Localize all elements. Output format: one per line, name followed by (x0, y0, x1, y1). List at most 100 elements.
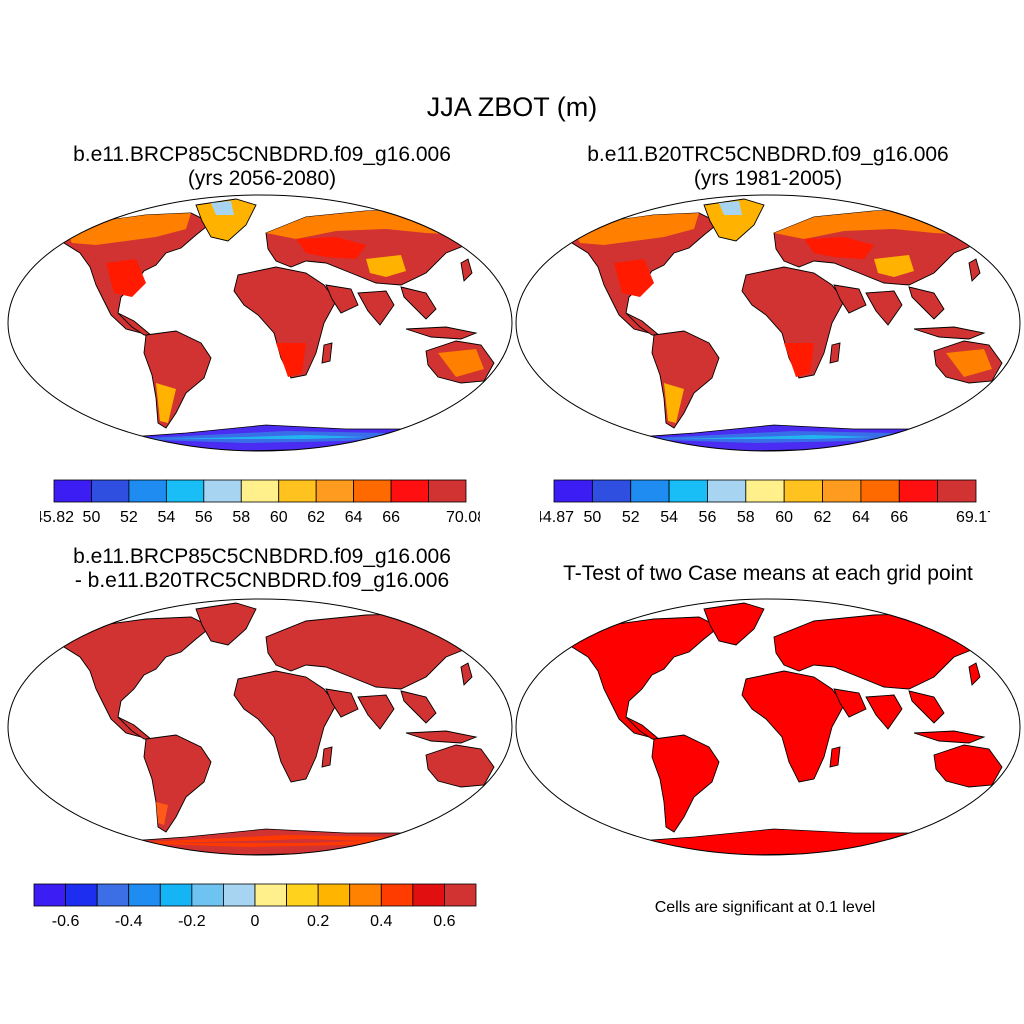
continent-indonesia (913, 326, 986, 340)
colorbar-swatch (591, 479, 632, 503)
colorbar-swatch (278, 479, 317, 503)
significance-note: Cells are significant at 0.1 level (654, 899, 876, 916)
panel-4-title: T-Test of two Case means at each grid po… (512, 562, 1024, 586)
colorbar-tick-label: 54 (157, 509, 175, 526)
colorbar-swatch (223, 883, 256, 907)
colorbar-swatch (390, 479, 429, 503)
colorbar-tick-label: 69.17 (956, 509, 990, 526)
continent-india (865, 290, 903, 326)
continent-japan (968, 258, 981, 282)
continent-india (865, 694, 903, 730)
colorbar-tick-label: -0.2 (178, 913, 206, 930)
accent-south-africa (784, 343, 814, 377)
colorbar-swatch (898, 479, 939, 503)
accent-australia (946, 349, 992, 377)
continent-indonesia (405, 326, 478, 340)
map-border (7, 194, 513, 452)
colorbar-tick-label: 64 (852, 509, 870, 526)
panel-4-title-line1: T-Test of two Case means at each grid po… (563, 562, 973, 585)
accent-andes (156, 383, 176, 423)
accent-andes (156, 802, 168, 825)
map-border (515, 598, 1021, 856)
panel-2-title-line2: (yrs 1981-2005) (693, 167, 843, 190)
map-panel-4 (515, 598, 1021, 856)
colorbar-swatch (315, 479, 355, 503)
colorbar-tick-label: 60 (775, 509, 793, 526)
continent-madagascar (829, 746, 841, 768)
continent-arabia (325, 688, 359, 718)
accent-north-america (614, 259, 654, 297)
continent-japan (460, 662, 473, 686)
continent-indonesia (913, 730, 986, 744)
panel-3-title-line1: b.e11.BRCP85C5CNBDRD.f09_g16.006 (73, 545, 451, 568)
colorbar-tick-label: 56 (195, 509, 213, 526)
panel-2-title: b.e11.B20TRC5CNBDRD.f09_g16.006 (yrs 198… (512, 143, 1024, 191)
colorbar-swatch (630, 479, 670, 503)
continent-indonesia (405, 730, 478, 744)
colorbar-tick-label: 0.6 (433, 913, 455, 930)
continent-greenland (703, 602, 765, 646)
colorbar-tick-label: -0.4 (115, 913, 143, 930)
colorbar-swatch (444, 883, 477, 907)
colorbar-tick-label: 66 (890, 509, 908, 526)
colorbar-tick-label: 62 (814, 509, 832, 526)
continent-africa (741, 266, 845, 379)
colorbar-swatch (240, 479, 280, 503)
accent-australia (438, 349, 484, 377)
continent-arabia (325, 284, 359, 314)
accent-tibet (874, 255, 914, 277)
antarctica-band-2 (674, 839, 874, 843)
continent-newZealand (489, 372, 503, 390)
colorbar-swatch (428, 479, 467, 503)
colorbar-swatch (553, 479, 593, 503)
continent-madagascar (321, 746, 333, 768)
colorbar-tick-label: 0.4 (370, 913, 392, 930)
colorbar-tick-label: 52 (120, 509, 138, 526)
colorbar-tick-label: 66 (382, 509, 400, 526)
continent-seAsia (400, 286, 437, 320)
colorbar-tick-label: 45.82 (40, 509, 74, 526)
panel-1-title-line2: (yrs 2056-2080) (187, 167, 337, 190)
continent-seAsia (908, 690, 945, 724)
accent-andes (664, 383, 684, 423)
continent-japan (968, 662, 981, 686)
antarctica-band-2 (166, 839, 366, 843)
accent-greenland-ice (211, 201, 234, 215)
colorbar-swatch (380, 883, 414, 907)
colorbar-tick-label: 50 (583, 509, 601, 526)
continent-india (357, 694, 395, 730)
continent-greenland (195, 602, 257, 646)
colorbar-swatch (822, 479, 862, 503)
continent-japan (460, 258, 473, 282)
continent-madagascar (321, 342, 333, 364)
continent-africa (233, 266, 337, 379)
colorbar-swatch (707, 479, 747, 503)
accent-europe (804, 237, 874, 259)
continent-newZealand (489, 776, 503, 794)
land-layer (63, 602, 503, 855)
colorbar-swatch (65, 883, 98, 907)
colorbar-tick-label: 62 (307, 509, 325, 526)
map-panel-2 (515, 194, 1021, 452)
accent-tibet (366, 255, 406, 277)
colorbar-swatch (203, 479, 242, 503)
panel-3-title: b.e11.BRCP85C5CNBDRD.f09_g16.006 - b.e11… (6, 545, 518, 593)
accent-north-canada (574, 213, 699, 245)
accent-north-canada (66, 213, 191, 245)
continent-arabia (833, 284, 867, 314)
map-border (515, 194, 1021, 452)
antarctica-band-2 (674, 435, 874, 439)
colorbar-tick-label: 56 (699, 509, 717, 526)
main-title: JJA ZBOT (m) (426, 92, 598, 122)
colorbar-swatch (412, 883, 445, 907)
colorbar-swatch (159, 883, 193, 907)
colorbar-tick-label: 0 (251, 913, 260, 930)
accent-north-america (106, 259, 146, 297)
continent-arabia (833, 688, 867, 718)
colorbar-tick-label: 0.2 (307, 913, 329, 930)
panel-1-title: b.e11.BRCP85C5CNBDRD.f09_g16.006 (yrs 20… (6, 143, 518, 191)
land-layer (63, 198, 503, 451)
colorbar-tick-label: -0.6 (52, 913, 80, 930)
colorbar-swatch (128, 479, 167, 503)
accent-south-africa (276, 343, 306, 377)
